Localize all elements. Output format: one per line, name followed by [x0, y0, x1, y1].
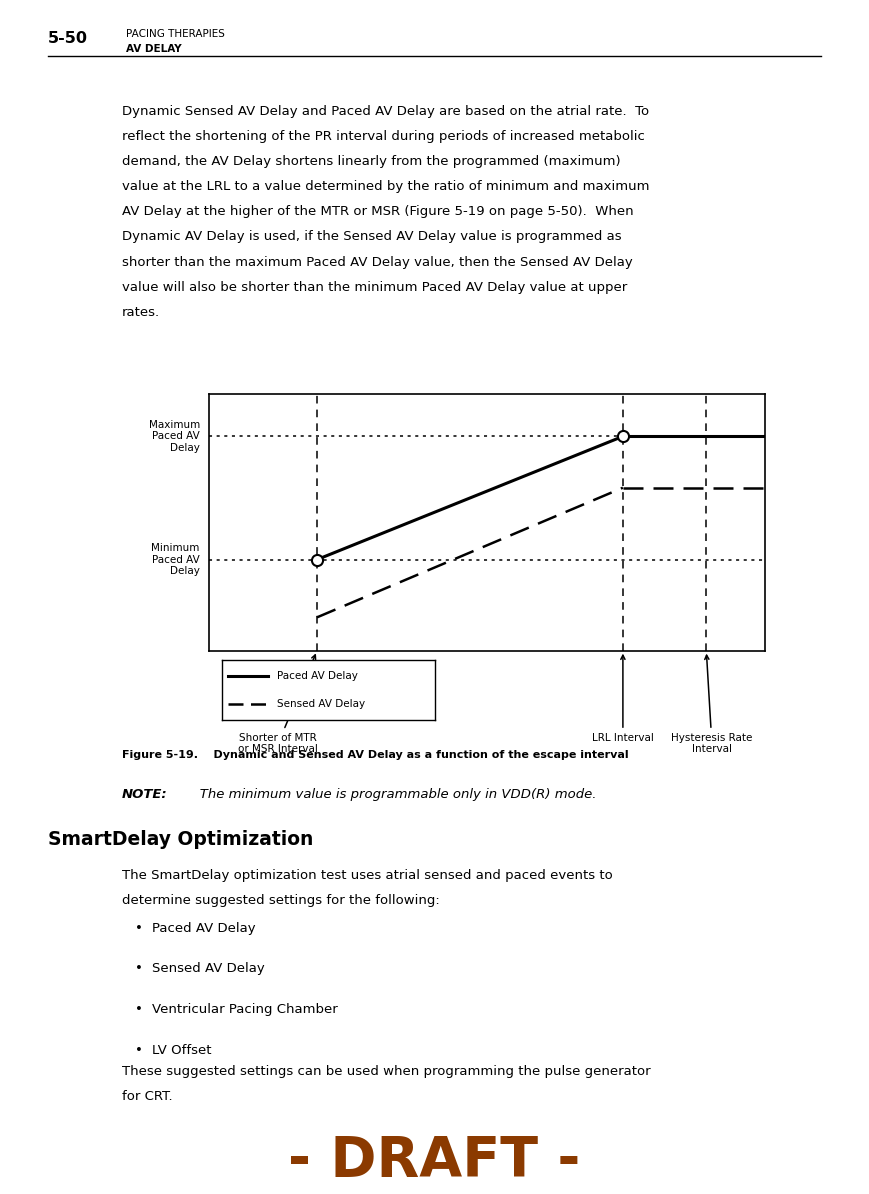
- Text: LRL Interval: LRL Interval: [592, 656, 653, 743]
- Text: reflect the shortening of the PR interval during periods of increased metabolic: reflect the shortening of the PR interva…: [122, 130, 645, 143]
- Text: •: •: [135, 962, 143, 975]
- Text: AV Delay at the higher of the MTR or MSR (Figure 5-19 on page 5-50).  When: AV Delay at the higher of the MTR or MSR…: [122, 205, 634, 219]
- Text: Ventricular Pacing Chamber: Ventricular Pacing Chamber: [152, 1003, 338, 1016]
- Text: Paced AV Delay: Paced AV Delay: [152, 922, 255, 935]
- Text: The SmartDelay optimization test uses atrial sensed and paced events to: The SmartDelay optimization test uses at…: [122, 869, 613, 882]
- Text: LV Offset: LV Offset: [152, 1044, 211, 1057]
- Text: value will also be shorter than the minimum Paced AV Delay value at upper: value will also be shorter than the mini…: [122, 281, 627, 294]
- Text: AV DELAY: AV DELAY: [126, 44, 182, 54]
- Text: Minimum
Paced AV
Delay: Minimum Paced AV Delay: [151, 543, 200, 577]
- Text: •: •: [135, 1044, 143, 1057]
- Text: 5-50: 5-50: [48, 31, 88, 47]
- Text: These suggested settings can be used when programming the pulse generator: These suggested settings can be used whe…: [122, 1065, 650, 1078]
- Text: Paced AV Delay: Paced AV Delay: [277, 671, 358, 682]
- Text: Figure 5-19.    Dynamic and Sensed AV Delay as a function of the escape interval: Figure 5-19. Dynamic and Sensed AV Delay…: [122, 750, 628, 759]
- Text: Sensed AV Delay: Sensed AV Delay: [277, 698, 365, 709]
- Text: Maximum
Paced AV
Delay: Maximum Paced AV Delay: [149, 420, 200, 453]
- Text: determine suggested settings for the following:: determine suggested settings for the fol…: [122, 894, 440, 907]
- Text: Shorter of MTR
or MSR Interval: Shorter of MTR or MSR Interval: [238, 654, 318, 755]
- Text: Hysteresis Rate
Interval: Hysteresis Rate Interval: [671, 656, 753, 755]
- Text: for CRT.: for CRT.: [122, 1090, 172, 1103]
- Text: PACING THERAPIES: PACING THERAPIES: [126, 29, 225, 38]
- Text: - DRAFT -: - DRAFT -: [289, 1133, 580, 1188]
- Text: rates.: rates.: [122, 306, 160, 319]
- Text: shorter than the maximum Paced AV Delay value, then the Sensed AV Delay: shorter than the maximum Paced AV Delay …: [122, 256, 633, 269]
- Text: NOTE:: NOTE:: [122, 788, 168, 801]
- Text: Dynamic AV Delay is used, if the Sensed AV Delay value is programmed as: Dynamic AV Delay is used, if the Sensed …: [122, 230, 621, 244]
- Text: Dynamic Sensed AV Delay and Paced AV Delay are based on the atrial rate.  To: Dynamic Sensed AV Delay and Paced AV Del…: [122, 105, 649, 118]
- Text: The minimum value is programmable only in VDD(R) mode.: The minimum value is programmable only i…: [187, 788, 596, 801]
- Text: SmartDelay Optimization: SmartDelay Optimization: [48, 830, 313, 849]
- Text: value at the LRL to a value determined by the ratio of minimum and maximum: value at the LRL to a value determined b…: [122, 180, 649, 193]
- Text: •: •: [135, 922, 143, 935]
- Text: Sensed AV Delay: Sensed AV Delay: [152, 962, 265, 975]
- Text: demand, the AV Delay shortens linearly from the programmed (maximum): demand, the AV Delay shortens linearly f…: [122, 155, 620, 168]
- Text: •: •: [135, 1003, 143, 1016]
